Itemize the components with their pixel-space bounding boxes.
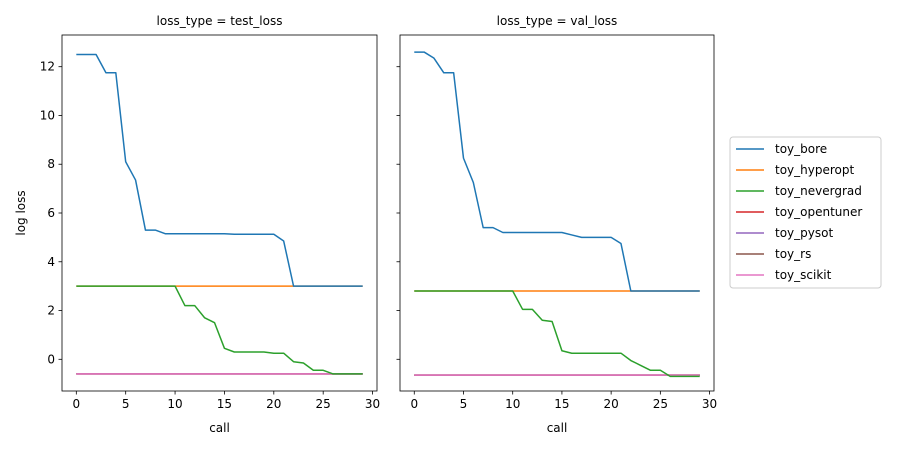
panel-title: loss_type = test_loss — [157, 14, 283, 28]
legend-label-toy_nevergrad: toy_nevergrad — [775, 184, 862, 198]
x-tick-label: 10 — [167, 397, 182, 411]
legend-label-toy_rs: toy_rs — [775, 247, 811, 261]
series-lines — [76, 53, 363, 375]
y-tick-label: 4 — [47, 255, 55, 269]
x-tick-label: 5 — [460, 397, 468, 411]
series-line-toy_nevergrad — [76, 285, 363, 375]
series-line-toy_bore — [414, 51, 700, 292]
legend-label-toy_opentuner: toy_opentuner — [775, 205, 862, 219]
x-tick-label: 20 — [603, 397, 618, 411]
x-tick-label: 5 — [122, 397, 130, 411]
y-tick-label: 12 — [40, 60, 55, 74]
x-tick-label: 25 — [653, 397, 668, 411]
legend-label-toy_scikit: toy_scikit — [775, 268, 832, 282]
series-lines — [414, 51, 700, 378]
legend-label-toy_bore: toy_bore — [775, 142, 827, 156]
y-tick-label: 0 — [47, 352, 55, 366]
y-tick-label: 6 — [47, 206, 55, 220]
axes: 0 5 10 15 20 25 30 0 2 4 6 8 10 12 — [40, 34, 380, 411]
axes: 0 5 10 15 20 25 30 — [396, 34, 717, 411]
x-tick-label: 30 — [365, 397, 380, 411]
x-tick-label: 10 — [505, 397, 520, 411]
x-tick-label: 15 — [554, 397, 569, 411]
x-axis-label: call — [547, 421, 568, 435]
y-tick-label: 10 — [40, 108, 55, 122]
series-line-toy_bore — [76, 53, 363, 287]
panel-val-loss: loss_type = val_loss 0 5 10 15 20 25 30 call — [396, 14, 717, 435]
legend-label-toy_pysot: toy_pysot — [775, 226, 833, 240]
x-tick-label: 0 — [410, 397, 418, 411]
panel-title: loss_type = val_loss — [497, 14, 618, 28]
y-tick-label: 2 — [47, 304, 55, 318]
y-axis-label: log loss — [14, 190, 28, 235]
x-tick-label: 25 — [316, 397, 331, 411]
x-tick-label: 15 — [217, 397, 232, 411]
y-tick-label: 8 — [47, 157, 55, 171]
legend-label-toy_hyperopt: toy_hyperopt — [775, 163, 854, 177]
x-tick-label: 0 — [72, 397, 80, 411]
x-tick-label: 20 — [266, 397, 281, 411]
panel-test-loss: loss_type = test_loss 0 5 10 15 20 25 30 0 2 4 6 8 1… — [14, 14, 380, 435]
legend-frame — [729, 136, 882, 289]
x-axis-label: call — [209, 421, 230, 435]
legend: toy_bore toy_hyperopt toy_nevergrad toy_ope… — [729, 136, 882, 289]
series-line-toy_nevergrad — [414, 290, 700, 378]
x-tick-label: 30 — [702, 397, 717, 411]
